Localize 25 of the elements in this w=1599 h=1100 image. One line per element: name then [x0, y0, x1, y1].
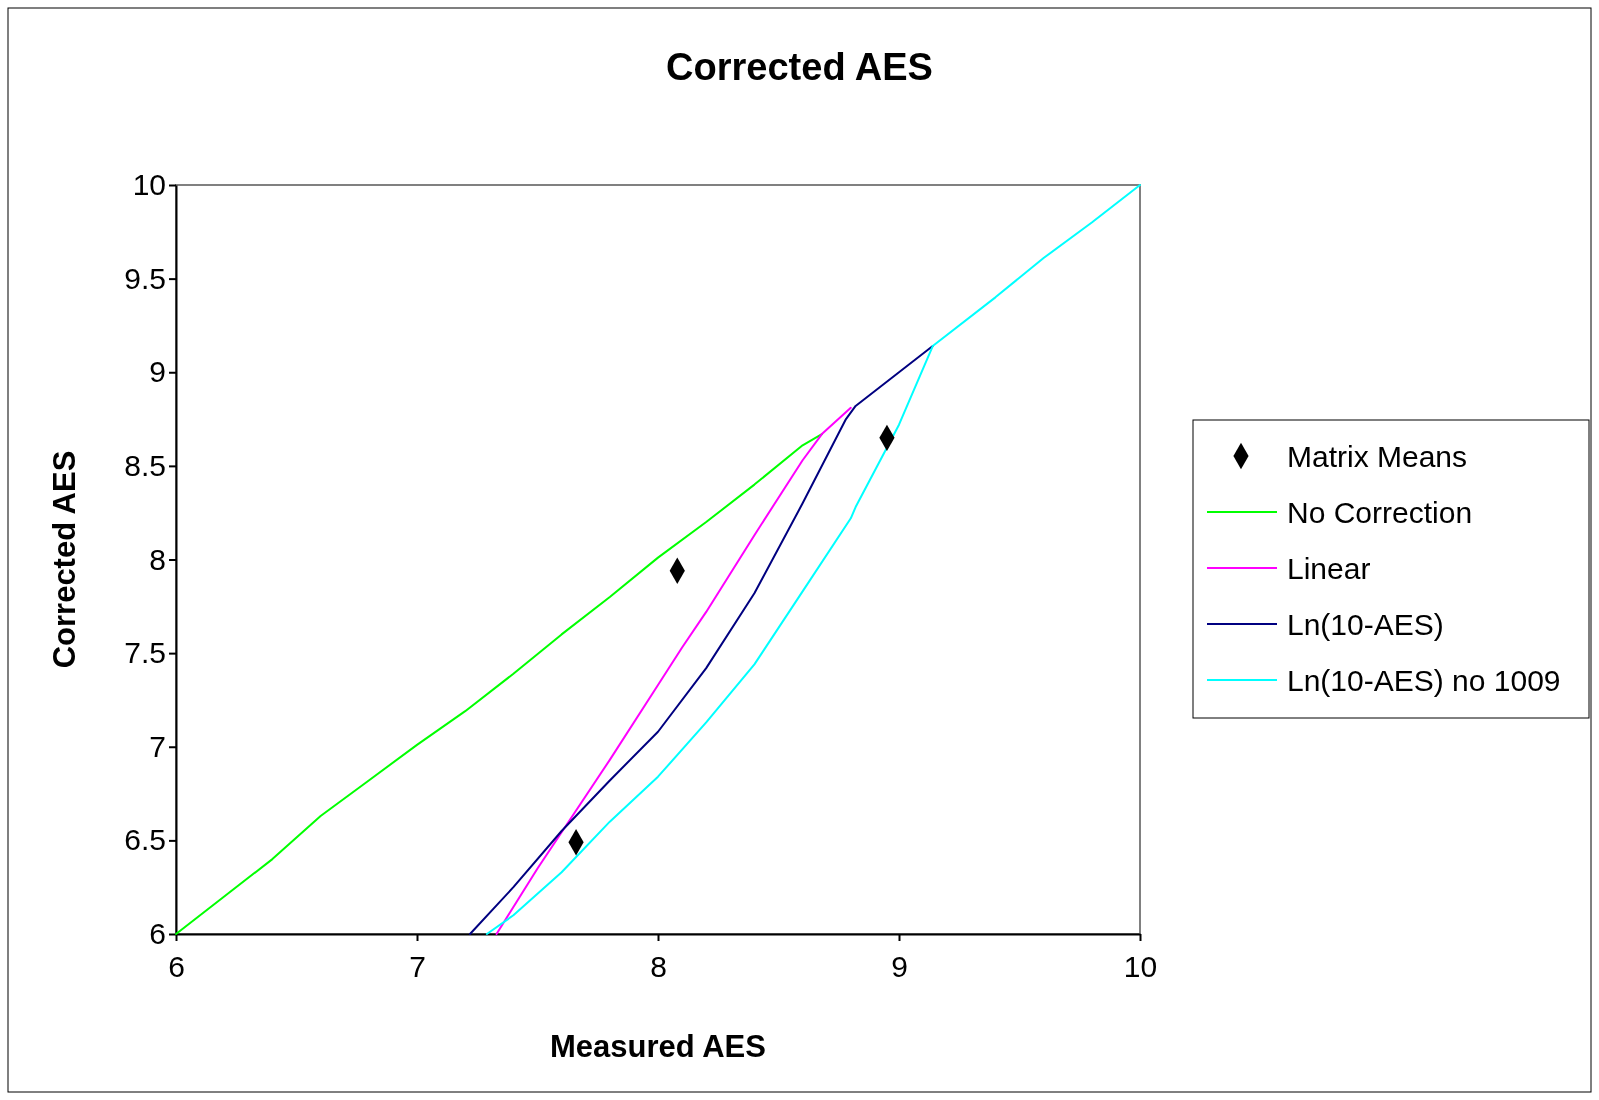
x-tick-label: 10 — [1123, 950, 1158, 983]
x-tick-label: 8 — [650, 950, 667, 983]
legend-label: Matrix Means — [1287, 440, 1468, 473]
legend-label: Ln(10-AES) — [1287, 608, 1444, 641]
legend-label: Linear — [1287, 552, 1371, 585]
y-tick-label: 7.5 — [124, 636, 166, 670]
x-axis-title: Measured AES — [550, 1029, 766, 1064]
line-series — [469, 345, 934, 935]
y-axis-title: Corrected AES — [47, 450, 82, 669]
line-series — [485, 184, 1141, 935]
y-tick-label: 9.5 — [124, 261, 166, 295]
legend-label: Ln(10-AES) no 1009 — [1287, 664, 1561, 697]
y-tick-label: 6.5 — [124, 823, 166, 857]
y-tick-label: 7 — [149, 729, 166, 763]
x-tick-label: 7 — [409, 950, 426, 983]
y-tick-label: 6 — [149, 917, 166, 951]
y-tick-label: 10 — [132, 168, 166, 202]
y-tick-label: 9 — [149, 355, 166, 389]
y-tick-label: 8.5 — [124, 448, 166, 482]
chart-title: Corrected AES — [666, 46, 933, 88]
line-series — [495, 406, 852, 935]
y-tick-label: 8 — [149, 542, 166, 576]
legend-label: No Correction — [1287, 496, 1473, 529]
x-tick-label: 9 — [891, 950, 908, 983]
line-series — [175, 433, 823, 935]
